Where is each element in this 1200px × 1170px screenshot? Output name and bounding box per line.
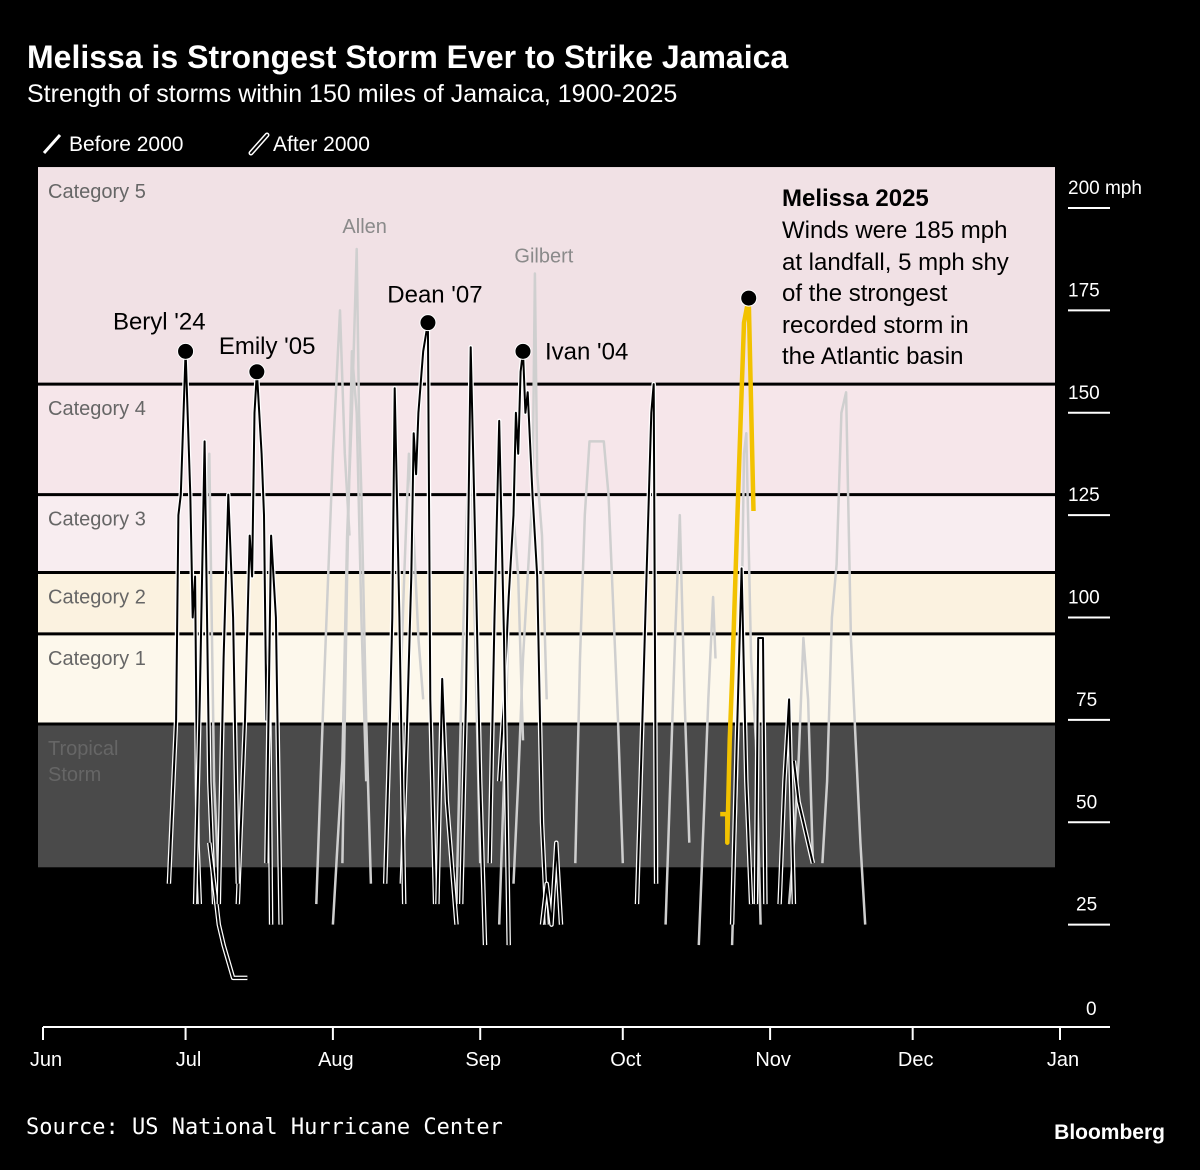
y-tick-label: 0 [1086,999,1097,1020]
source-note: Source: US National Hurricane Center [26,1115,503,1140]
band-category-5 [38,167,1055,385]
band-label: Category 5 [48,181,146,203]
storm-tracks [166,247,867,981]
annotation-line: the Atlantic basin [782,343,963,370]
storm-label-beryl-24: Beryl '24 [113,308,206,335]
y-tick-label: 200 mph [1068,178,1142,199]
storm-label-allen: Allen [342,216,386,238]
legend-after-swatch [250,134,268,154]
storm-track [636,383,658,905]
band-label: Category 4 [48,398,146,420]
storm-labels: Allen Gilbert Beryl '24 Emily '05 Dean '07 Iv… [113,216,758,381]
y-tick-label: 100 [1068,588,1100,609]
band-label: Storm [48,764,101,786]
storm-track [265,534,282,925]
peak-dot-ivan-04 [514,342,532,360]
storm-track [697,595,717,946]
x-axis: Jun Jul Aug Sep Oct Nov Dec Jan [30,1026,1110,1071]
y-tick-label: 50 [1076,792,1097,813]
storm-label-emily-05: Emily '05 [219,333,316,360]
annotation-line: Winds were 185 mph [782,217,1007,244]
x-tick-label: Jun [30,1049,62,1071]
y-axis: 0 25 50 75 100 125 150 175 200 mph [1068,178,1142,1028]
storm-track [460,346,486,946]
chart-title: Melissa is Strongest Storm Ever to Strik… [27,39,788,75]
annotation-title: Melissa 2025 [782,185,929,212]
band-label: Category 2 [48,586,146,608]
peak-dot-melissa-2025 [740,289,758,307]
storm-track [754,637,767,905]
x-tick-label: Jul [176,1049,202,1071]
y-tick-label: 125 [1068,485,1100,506]
storm-track [821,391,867,925]
x-tick-label: Sep [465,1049,501,1071]
peak-dot-emily-05 [248,363,266,381]
storm-track [436,677,458,925]
storm-track-beryl-24 [167,350,201,905]
peak-dot-dean-07 [419,314,437,332]
annotation-line: of the strongest [782,280,948,307]
band-tropical-storm [38,723,1055,868]
y-tick-label: 25 [1076,895,1097,916]
y-tick-label: 150 [1068,383,1100,404]
x-tick-label: Jan [1047,1049,1079,1071]
storm-track-ivan-04 [498,350,548,925]
band-label: Category 3 [48,509,146,531]
storm-track [778,698,795,905]
storm-track [384,387,406,905]
melissa-annotation: Melissa 2025 Winds were 185 mph at landf… [782,185,1009,370]
storm-track [208,842,248,979]
bloomberg-logo: Bloomberg [1054,1121,1165,1144]
storm-track [488,419,510,946]
x-tick-label: Oct [610,1049,642,1071]
storm-track-allen [331,247,373,925]
annotation-line: recorded storm in [782,312,969,339]
storm-label-ivan-04: Ivan '04 [545,338,628,365]
storm-track [541,841,562,926]
y-tick-label: 175 [1068,280,1100,301]
storm-track-dean-07 [400,321,437,905]
storm-track [194,440,216,905]
chart-subtitle: Strength of storms within 150 miles of J… [27,80,677,108]
storm-track [315,309,351,905]
annotation-line: at landfall, 5 mph shy [782,249,1009,276]
storm-track [341,350,368,864]
storm-label-dean-07: Dean '07 [387,282,482,309]
legend: Before 2000 After 2000 [42,132,370,156]
band-label: Category 1 [48,648,146,670]
storm-track [664,513,691,925]
peak-dot-beryl-24 [177,342,195,360]
x-tick-label: Dec [898,1049,934,1071]
legend-before-label: Before 2000 [69,133,183,156]
x-tick-label: Aug [318,1049,354,1071]
legend-before-swatch [42,134,62,154]
storm-label-gilbert: Gilbert [514,246,573,268]
x-tick-label: Nov [755,1049,791,1071]
storm-track [574,440,625,864]
storm-track [792,760,814,864]
y-tick-label: 75 [1076,690,1097,711]
band-label: Tropical [48,738,118,760]
legend-after-label: After 2000 [273,133,370,156]
storm-track [731,567,753,925]
storm-track [217,493,239,905]
